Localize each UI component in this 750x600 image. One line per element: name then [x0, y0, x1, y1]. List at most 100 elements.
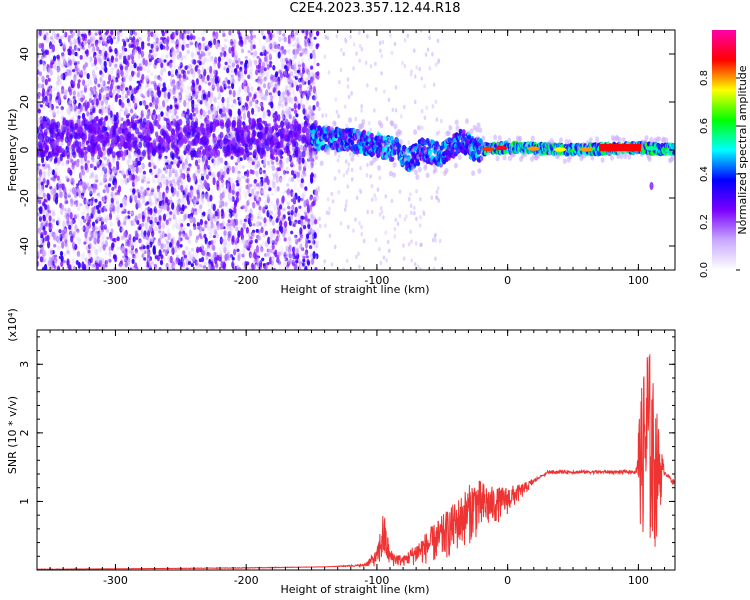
heatmap-cell [269, 61, 273, 65]
heatmap-cell [46, 74, 50, 79]
heatmap-cell [121, 88, 125, 96]
heatmap-cell [198, 72, 202, 80]
heatmap-cell [79, 55, 83, 60]
heatmap-cell [40, 42, 45, 49]
heatmap-cell [125, 114, 130, 119]
heatmap-cell [91, 164, 95, 168]
heatmap-cell [298, 45, 302, 51]
heatmap-cell [216, 180, 220, 187]
heatmap-cell [227, 191, 231, 200]
heatmap-cell [182, 78, 187, 82]
heatmap-cell [292, 82, 296, 87]
heatmap-cell [101, 196, 106, 205]
heatmap-cell [94, 32, 98, 36]
heatmap-cell [294, 206, 298, 214]
heatmap-cell [227, 85, 231, 89]
heatmap-cell [171, 245, 175, 254]
heatmap-cell [294, 78, 298, 86]
heatmap-cell [159, 56, 163, 62]
heatmap-cell [223, 246, 227, 254]
heatmap-cell [196, 235, 200, 240]
heatmap-cell [92, 72, 97, 77]
heatmap-cell [73, 104, 77, 112]
heatmap-cell [170, 161, 174, 165]
heatmap-cell [183, 214, 187, 221]
heatmap-cell [93, 57, 98, 65]
heatmap-cell [278, 70, 282, 74]
heatmap-cell [151, 176, 155, 184]
heatmap-cell [113, 77, 117, 85]
heatmap-cell [212, 104, 217, 110]
heatmap-cell [142, 245, 146, 250]
heatmap-cell [287, 58, 291, 62]
heatmap-cell [221, 47, 225, 52]
heatmap-cell [105, 93, 109, 98]
heatmap-cell [316, 100, 320, 108]
heatmap-cell [45, 98, 49, 103]
heatmap-cell [165, 110, 169, 116]
heatmap-cell [77, 247, 81, 252]
heatmap-cell [109, 234, 113, 241]
heatmap-cell [269, 114, 273, 122]
heatmap-cell [253, 182, 257, 191]
heatmap-cell [64, 197, 68, 203]
heatmap-cell [133, 182, 137, 186]
heatmap-cell [110, 67, 114, 75]
heatmap-cell [160, 243, 164, 250]
heatmap-cell [241, 205, 245, 209]
heatmap-cell [277, 208, 281, 217]
heatmap-cell [145, 75, 150, 82]
heatmap-cell [142, 170, 146, 175]
heatmap-cell [45, 32, 49, 36]
heatmap-cell [230, 155, 234, 160]
heatmap-cell [131, 59, 135, 65]
heatmap-cell [139, 101, 143, 106]
heatmap-cell [52, 87, 56, 92]
heatmap-cell [100, 229, 104, 235]
heatmap-cell [186, 44, 190, 49]
heatmap-cell [104, 106, 108, 110]
heatmap-cell [254, 50, 258, 57]
heatmap-cell [233, 68, 238, 73]
heatmap-cell [310, 215, 314, 220]
heatmap-cell [154, 226, 158, 232]
heatmap-cell [235, 187, 239, 191]
heatmap-cell [230, 69, 235, 73]
heatmap-cell [57, 75, 61, 82]
heatmap-cell [144, 85, 148, 90]
heatmap-cell [90, 46, 94, 54]
heatmap-cell [92, 263, 96, 268]
heatmap-cell [154, 208, 158, 214]
heatmap-cell [313, 243, 317, 252]
heatmap-cell [231, 46, 235, 52]
heatmap-cell [265, 35, 269, 44]
heatmap-cell [101, 79, 105, 87]
heatmap-cell [155, 37, 159, 44]
heatmap-cell [87, 155, 91, 159]
heatmap-cell [261, 222, 265, 227]
heatmap-cell [169, 214, 173, 219]
heatmap-cell [152, 137, 157, 141]
heatmap-cell [115, 200, 120, 205]
heatmap-cell [304, 265, 308, 270]
heatmap-cell [260, 247, 264, 255]
heatmap-cell [49, 249, 54, 256]
heatmap-cell [178, 62, 182, 66]
heatmap-cell [191, 79, 195, 85]
heatmap-cell [207, 244, 211, 249]
heatmap-cell [289, 146, 293, 150]
heatmap-cell [108, 198, 112, 204]
heatmap-cell [68, 49, 72, 56]
heatmap-cell [127, 90, 131, 96]
heatmap-cell [184, 246, 188, 251]
heatmap-cell [67, 194, 71, 198]
heatmap-cell [83, 70, 87, 76]
heatmap-cell [281, 91, 285, 99]
heatmap-cell [85, 245, 89, 251]
heatmap-cell [228, 30, 232, 36]
heatmap-cell [281, 115, 285, 120]
heatmap-cell [96, 192, 100, 197]
heatmap-cell [225, 57, 230, 62]
heatmap-cell [62, 260, 66, 264]
heatmap-cell [226, 167, 230, 175]
